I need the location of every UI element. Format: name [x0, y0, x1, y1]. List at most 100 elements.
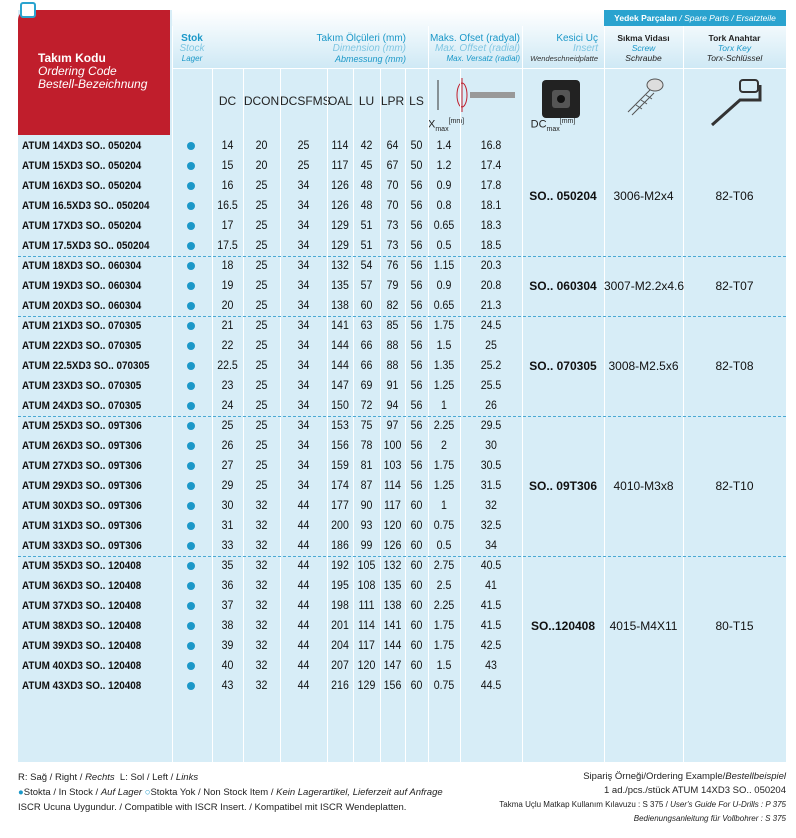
cell: 40 [221, 660, 234, 672]
cell: 114 [331, 140, 349, 152]
dims-en: Dimension (mm) [332, 43, 406, 54]
cell: 18 [221, 260, 234, 272]
offset-label: Xmax[mm] [428, 118, 464, 133]
cell: 35 [221, 560, 234, 572]
stock-en: Stock [179, 43, 205, 54]
cell: 42 [360, 140, 373, 152]
ordering-title: Takım Kodu Ordering Code Bestell-Bezeich… [38, 52, 147, 91]
cell: 120 [357, 660, 376, 672]
column-divider [683, 68, 684, 762]
cell: 32.5 [480, 520, 502, 532]
cell: 20 [255, 140, 268, 152]
cell: 156 [383, 680, 402, 692]
dims-de: Abmessung (mm) [334, 54, 406, 64]
cell: 29 [221, 480, 234, 492]
order-code: ATUM 31XD3 SO.. 09T306 [22, 520, 142, 532]
cell: 204 [331, 640, 349, 652]
stock-dot [187, 142, 195, 150]
cell: 34 [297, 480, 310, 492]
cell: 1.5 [436, 340, 452, 352]
cell: 24.5 [480, 320, 502, 332]
dims-tr: Takım Ölçüleri (mm) [316, 33, 406, 44]
cell: 31.5 [480, 480, 502, 492]
cell: 90 [360, 500, 373, 512]
cell: 0.75 [433, 680, 455, 692]
stock-dot [187, 422, 195, 430]
cell: 60 [410, 560, 423, 572]
header-divider [172, 26, 173, 68]
cell: 31 [221, 520, 234, 532]
cell: 34 [297, 180, 310, 192]
screw-header: Sıkma Vidası Screw Schraube [604, 33, 683, 63]
ft-text: Auf Lager [100, 787, 143, 798]
order-code: ATUM 33XD3 SO.. 09T306 [22, 540, 142, 552]
cell: 103 [383, 460, 402, 472]
cell: 87 [360, 480, 373, 492]
cell: 25 [485, 340, 497, 352]
offset-label-part: X [428, 118, 436, 131]
cell: 25 [255, 400, 268, 412]
cell: 20 [221, 300, 234, 312]
ordering-de: Bestell-Bezeichnung [38, 77, 148, 91]
insert-tr: Kesici Uç [556, 33, 598, 44]
cell: 1.75 [433, 620, 455, 632]
key-code: 80-T15 [715, 619, 754, 633]
cell: 26 [221, 440, 234, 452]
cell: 66 [360, 340, 373, 352]
spare-de: Ersatzteile [736, 13, 776, 23]
cell: 76 [386, 260, 399, 272]
insert-code: SO.. 050204 [529, 189, 597, 203]
insert-code: SO.. 09T306 [528, 479, 598, 493]
cell: 20.3 [480, 260, 502, 272]
insert-en: Insert [572, 43, 598, 54]
stock-dot [187, 342, 195, 350]
column-label: LPR [380, 94, 405, 108]
cell: 44 [297, 660, 310, 672]
stock-dot [187, 522, 195, 530]
screw-code: 4010-M3x8 [613, 479, 674, 493]
cell: 141 [383, 620, 402, 632]
cell: 200 [331, 520, 349, 532]
cell: 32 [255, 560, 268, 572]
cell: 108 [357, 580, 376, 592]
cell: 25.5 [480, 380, 502, 392]
cell: 25 [255, 280, 268, 292]
cell: 56 [410, 340, 423, 352]
cell: 18.1 [480, 200, 502, 212]
cell: 99 [360, 540, 373, 552]
cell: 33 [221, 540, 234, 552]
cell: 207 [331, 660, 349, 672]
cell: 40.5 [480, 560, 502, 572]
cell: 56 [410, 420, 423, 432]
cell: 147 [331, 380, 349, 392]
cell: 192 [331, 560, 349, 572]
cell: 17.8 [480, 180, 502, 192]
order-code: ATUM 25XD3 SO.. 09T306 [22, 420, 142, 432]
cell: 144 [331, 360, 349, 372]
cell: 17.5 [217, 240, 238, 252]
offset-icon [437, 78, 515, 112]
order-code: ATUM 36XD3 SO.. 120408 [22, 580, 142, 592]
cell: 147 [383, 660, 402, 672]
cell: 27 [221, 460, 234, 472]
order-code: ATUM 40XD3 SO.. 120408 [22, 660, 142, 672]
stock-dot [187, 482, 195, 490]
cell: 16 [221, 180, 234, 192]
stock-dot [187, 382, 195, 390]
cell: 16.5 [217, 200, 238, 212]
spare-en: / Spare Parts / [679, 13, 734, 23]
screw-en: Screw [631, 43, 656, 53]
cell: 34 [297, 240, 310, 252]
cell: 2.75 [433, 560, 455, 572]
cell: 25 [255, 480, 268, 492]
order-code: ATUM 29XD3 SO.. 09T306 [22, 480, 142, 492]
ft-text: Stokta Yok / Non Stock Item / [150, 787, 274, 798]
spare-tr: Yedek Parçaları [614, 13, 678, 23]
stock-dot [187, 602, 195, 610]
cell: 36 [221, 580, 234, 592]
cell: 0.5 [436, 240, 452, 252]
key-tr: Tork Anahtar [708, 33, 761, 43]
footer-line: Bedienungsanleitung für Vollbohrer : S 3… [633, 814, 786, 823]
cell: 25 [255, 380, 268, 392]
ft-text: Stokta / In Stock / [23, 787, 99, 798]
